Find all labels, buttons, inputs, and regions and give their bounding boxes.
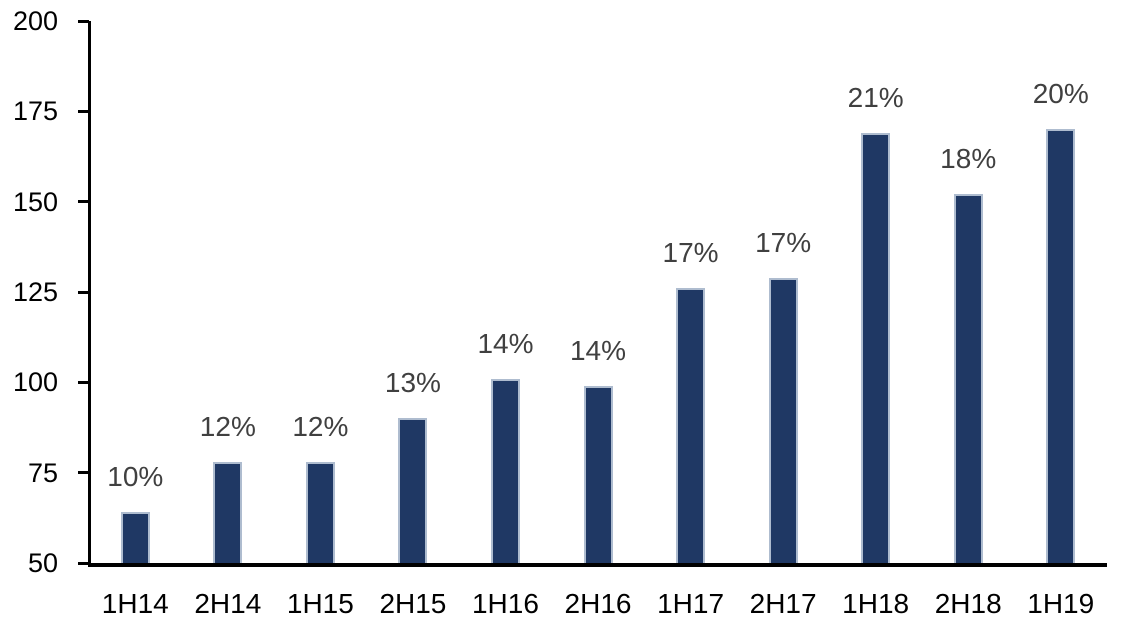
bar-slot: 17%: [737, 21, 830, 563]
bar-1H15: [305, 461, 335, 563]
bar-value-label: 10%: [107, 461, 164, 493]
bar-2H18: [953, 194, 983, 563]
x-axis-label: 1H18: [842, 588, 910, 619]
y-axis-label: 100: [12, 367, 58, 398]
bar-1H16: [490, 378, 520, 563]
bar-slot: 14%: [459, 21, 552, 563]
bar-slot: 21%: [829, 21, 922, 563]
x-axis-labels: 1H14 2H14 1H15 2H15 1H16 2H16 1H17 2H17 1H18 2H18…: [89, 588, 1107, 620]
bar-1H19: [1046, 129, 1076, 563]
bar-slot: 12%: [182, 21, 275, 563]
bar-slot: 14%: [552, 21, 645, 563]
bar-value-label: 14%: [569, 334, 627, 366]
y-axis-line: [88, 21, 91, 567]
y-axis-label: 50: [27, 548, 58, 578]
bar-value-label: 17%: [755, 226, 812, 258]
y-axis-tick: [78, 471, 89, 475]
x-axis-label: 2H14: [194, 588, 262, 619]
bar-slot: 13%: [367, 21, 460, 563]
bar-1H17: [676, 288, 706, 563]
bar-1H14: [120, 512, 150, 563]
y-axis-label: 125: [12, 277, 58, 307]
y-axis-label: 75: [27, 457, 58, 488]
bar-2H15: [398, 418, 428, 563]
x-axis-label: 2H16: [564, 588, 632, 619]
bar-slot: 12%: [274, 21, 367, 563]
bar-value-label: 17%: [662, 237, 719, 269]
bar-value-label: 21%: [847, 82, 904, 114]
bars-area: 10% 12% 12% 13% 14% 14% 17% 17% 21% 18% 20%: [89, 21, 1107, 563]
bar-2H17: [768, 277, 798, 563]
bar-1H18: [861, 133, 891, 563]
bar-2H16: [583, 385, 613, 563]
bar-slot: 17%: [644, 21, 737, 563]
x-axis-label: 1H17: [657, 588, 725, 619]
bar-slot: 18%: [922, 21, 1015, 563]
y-axis-tick: [78, 561, 89, 565]
x-axis-label: 1H15: [286, 588, 354, 619]
y-axis-tick: [78, 380, 89, 384]
bar-value-label: 12%: [199, 410, 256, 442]
bar-slot: 10%: [89, 21, 182, 563]
x-axis-label: 1H19: [1027, 588, 1095, 619]
x-axis-label: 1H14: [101, 588, 169, 619]
y-axis-tick: [78, 19, 89, 23]
bar-value-label: 13%: [384, 367, 441, 399]
x-axis-label: 2H18: [934, 588, 1002, 619]
bar-value-label: 20%: [1032, 78, 1089, 110]
bar-value-label: 12%: [292, 410, 349, 442]
x-axis-label: 1H16: [471, 588, 539, 619]
x-axis-label: 2H15: [379, 588, 447, 619]
y-axis-label: 150: [12, 186, 58, 217]
bar-value-label: 14%: [477, 327, 534, 359]
y-axis-tick: [78, 109, 89, 113]
y-axis-label: 200: [12, 6, 58, 36]
x-axis-line: [88, 563, 1107, 567]
x-axis-label: 2H17: [749, 588, 817, 619]
y-axis-tick: [78, 200, 89, 204]
bar-2H14: [213, 461, 243, 563]
y-axis-tick: [78, 290, 89, 294]
bar-value-label: 18%: [940, 143, 997, 175]
bar-slot: 20%: [1014, 21, 1107, 563]
y-axis-label: 175: [12, 96, 58, 127]
